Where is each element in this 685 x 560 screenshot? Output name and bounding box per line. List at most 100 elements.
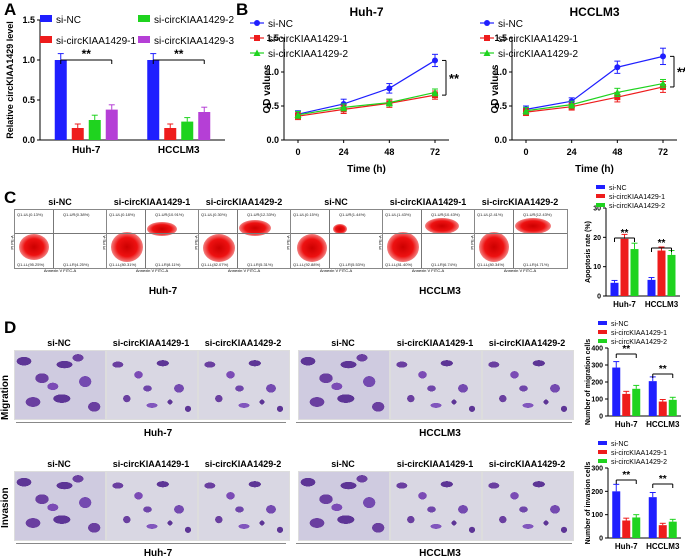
B1-series-line [297, 94, 436, 117]
micro-image-title: si-NC [331, 338, 355, 348]
D1-category-label: HCCLM3 [646, 420, 680, 429]
B1-point [340, 103, 348, 111]
divider-hcclm3-invasion [296, 543, 572, 544]
D1-legend-swatch [598, 321, 607, 325]
C-legend-label: si-NC [609, 185, 627, 192]
B1-y-tick-label: 1.0 [266, 67, 279, 77]
B2-y-tick-label: 1.5 [494, 33, 507, 43]
B2-y-tick-label: 0.0 [494, 135, 507, 145]
quadrant-line-h [107, 233, 199, 234]
quadrant-label: Q1-UR(12.33%) [247, 212, 276, 217]
A-legend-label: si-NC [56, 15, 81, 26]
quadrant-label: Q1-UL(0.18%) [109, 212, 135, 217]
flow-cytometry-plot: Q1-UL(1.43%) Q1-UR(10.43%) Q1-LL(81.40%) Q1… [382, 209, 476, 269]
D2-y-tick-label: 100 [591, 512, 603, 519]
micro-group-huh7-invasion: Huh-7 [143, 548, 173, 559]
quadrant-label: Q1-UR(1.44%) [339, 212, 366, 217]
flow-cytometry-plot: Q1-UL(0.13%) Q1-UR(0.38%) Q1-LL(95.25%) Q1-… [14, 209, 108, 269]
B1-point [294, 111, 302, 118]
D1-y-tick-label: 400 [591, 345, 603, 352]
D2-legend-swatch [598, 441, 607, 445]
B1-y-tick-label: 0.5 [266, 101, 279, 111]
B2-legend-label: si-NC [498, 19, 523, 30]
chart-c-apoptosis: 0 10 20 30 Huh-7 HCCLM3 Apoptosis rate (%) ** **… [585, 185, 680, 309]
migration-micrograph [14, 350, 106, 420]
flow-cell-cluster [203, 234, 235, 262]
quadrant-line-v [513, 210, 514, 268]
B2-legend-marker [483, 49, 491, 56]
D2-bar [658, 525, 667, 538]
D2-bar [648, 497, 657, 538]
migration-micrograph [482, 350, 574, 420]
migration-micrograph [198, 350, 290, 420]
invasion-micrograph [198, 471, 290, 541]
B1-legend-marker [253, 49, 261, 56]
A-bar [88, 120, 101, 140]
divider-huh7-migration [16, 422, 286, 423]
D2-y-tick-label: 0 [599, 535, 603, 542]
D1-y-tick-label: 0 [599, 413, 603, 420]
D1-legend-swatch [598, 339, 607, 343]
B1-x-label: Time (h) [347, 164, 386, 175]
A-bar [71, 128, 84, 140]
flow-y-axis-label: PI PE-A [193, 235, 199, 250]
flow-cytometry-plot: Q1-UL(0.15%) Q1-UR(1.44%) Q1-LL(92.88%) Q1-… [290, 209, 384, 269]
B1-x-tick-label: 24 [339, 147, 349, 157]
flow-plot-title: si-circKIAA1429-1 [389, 197, 467, 207]
B1-y-label: OD values [262, 64, 273, 113]
quadrant-label: Q1-UR(0.38%) [63, 212, 90, 217]
flow-y-axis-label: PI PE-A [469, 235, 475, 250]
A-legend-swatch [40, 15, 52, 22]
B2-y-tick-label: 1.0 [494, 67, 507, 77]
quadrant-line-h [383, 233, 475, 234]
micro-image-title: si-circKIAA1429-2 [204, 459, 282, 469]
A-legend-label: si-circKIAA1429-2 [154, 15, 234, 26]
flow-y-axis-label: PI PE-A [101, 235, 107, 250]
quadrant-label: Q1-LR(5.53%) [339, 262, 365, 267]
quadrant-label: Q1-LL(92.88%) [293, 262, 321, 267]
quadrant-line-v [237, 210, 238, 268]
flow-cytometry-plot: Q1-UL(0.30%) Q1-UR(12.33%) Q1-LL(82.07%) Q1… [198, 209, 292, 269]
flow-plot-title: si-NC [324, 197, 348, 207]
migration-micrograph [106, 350, 198, 420]
D2-legend-label: si-circKIAA1429-2 [611, 459, 667, 466]
quadrant-line-h [15, 233, 107, 234]
B1-sig-label: ** [449, 71, 460, 86]
flow-cell-cluster [515, 218, 551, 234]
quadrant-label: Q1-UL(0.15%) [293, 212, 319, 217]
quadrant-line-h [199, 233, 291, 234]
B2-y-label: OD values [490, 64, 501, 113]
micro-image-title: si-circKIAA1429-1 [396, 338, 474, 348]
B2-point [614, 64, 621, 71]
invasion-micrograph [390, 471, 482, 541]
B2-point [568, 101, 576, 108]
flow-cell-cluster [297, 234, 327, 262]
B2-title: HCCLM3 [570, 5, 620, 19]
B2-x-label: Time (h) [575, 164, 614, 175]
quadrant-label: Q1-LL(95.25%) [17, 262, 45, 267]
D2-sig-label: ** [659, 474, 667, 485]
micro-image-title: si-circKIAA1429-2 [204, 338, 282, 348]
A-bar [164, 128, 177, 140]
quadrant-label: Q1-UR(10.43%) [431, 212, 460, 217]
D2-legend-swatch [598, 459, 607, 463]
panel-letter-c: C [4, 188, 17, 207]
B1-legend-label: si-circKIAA1429-2 [268, 49, 348, 60]
B1-legend-marker [254, 20, 260, 26]
B1-point [386, 85, 393, 92]
quadrant-label: Q1-UL(0.13%) [17, 212, 43, 217]
micro-image-title: si-circKIAA1429-1 [112, 338, 190, 348]
C-y-tick-label: 30 [593, 205, 601, 212]
micro-image-title: si-circKIAA1429-2 [488, 338, 566, 348]
D1-bar [668, 399, 677, 416]
quadrant-label: Q1-UL(1.43%) [385, 212, 411, 217]
flow-cell-cluster [147, 222, 177, 236]
A-y-label: Relative circKIAA1429 level [5, 21, 15, 139]
D2-bar [668, 521, 677, 538]
micro-group-huh7-migration: Huh-7 [143, 428, 173, 439]
C-sig-label: ** [621, 228, 629, 239]
micro-image-title: si-NC [47, 459, 71, 469]
panel-letter-b: B [236, 0, 249, 19]
flow-cytometry-plot: Q1-UL(2.41%) Q1-UR(12.43%) Q1-LL(80.34%) Q1… [474, 209, 568, 269]
panel-letter-d: D [4, 318, 17, 337]
